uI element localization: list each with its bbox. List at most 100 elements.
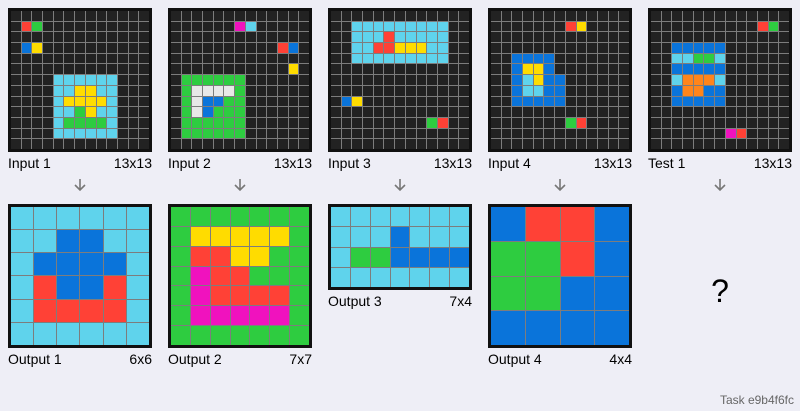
grid-cell <box>693 64 704 75</box>
grid-cell <box>544 53 555 64</box>
grid-cell <box>363 53 373 64</box>
grid-cell <box>21 21 32 32</box>
grid-cell <box>267 53 277 64</box>
grid-cell <box>96 64 107 75</box>
grid-cell <box>80 299 103 322</box>
grid-cell <box>437 107 448 117</box>
grid-cell <box>565 139 576 149</box>
grid-cell <box>491 207 525 241</box>
input-caption-size: 13x13 <box>113 155 152 171</box>
grid-cell <box>491 21 501 32</box>
grid-cell <box>85 11 96 21</box>
input-grid <box>328 8 472 152</box>
grid-cell <box>107 11 117 21</box>
grid-cell <box>270 246 290 266</box>
grid-cell <box>704 75 715 85</box>
grid-cell <box>43 128 53 139</box>
grid-cell <box>587 43 597 53</box>
grid-cell <box>203 64 213 75</box>
test-caption: Test 1 13x13 <box>648 155 792 171</box>
grid-cell <box>250 246 270 266</box>
grid-cell <box>107 107 117 117</box>
grid-cell <box>80 207 103 230</box>
grid-cell <box>245 117 256 128</box>
grid-cell <box>501 53 512 64</box>
grid-cell <box>736 75 747 85</box>
grid-cell <box>693 85 704 96</box>
grid-cell <box>384 107 395 117</box>
grid-cell <box>672 43 683 53</box>
grid-cell <box>288 21 299 32</box>
grid-cell <box>512 21 523 32</box>
grid-cell <box>352 21 363 32</box>
grid-cell <box>53 128 64 139</box>
grid-cell <box>11 96 21 107</box>
grid-cell <box>250 306 270 326</box>
grid-cell <box>608 64 619 75</box>
grid-cell <box>235 117 245 128</box>
grid-cell <box>416 64 427 75</box>
grid-cell <box>352 64 363 75</box>
grid-cell <box>171 117 181 128</box>
grid-cell <box>235 21 245 32</box>
grid-cell <box>277 75 288 85</box>
grid-cell <box>459 139 469 149</box>
grid-cell <box>117 85 128 96</box>
grid-cell <box>341 96 352 107</box>
grid-cell <box>210 246 230 266</box>
grid-cell <box>747 32 757 43</box>
grid-cell <box>576 85 587 96</box>
grid-cell <box>683 11 693 21</box>
grid-cell <box>395 21 405 32</box>
grid-cell <box>416 21 427 32</box>
grid-cell <box>75 128 85 139</box>
grid-cell <box>256 96 267 107</box>
grid-cell <box>533 64 544 75</box>
grid-cell <box>267 43 277 53</box>
grid-cell <box>501 139 512 149</box>
grid-cell <box>448 107 459 117</box>
output-caption-size: 7x4 <box>449 293 472 309</box>
grid-cell <box>299 128 309 139</box>
grid-cell <box>277 85 288 96</box>
grid-cell <box>171 11 181 21</box>
grid-cell <box>277 117 288 128</box>
grid-cell <box>725 11 736 21</box>
grid-cell <box>128 96 139 107</box>
grid-cell <box>523 32 533 43</box>
grid-cell <box>139 21 149 32</box>
grid-cell <box>270 266 290 286</box>
grid-cell <box>565 32 576 43</box>
grid-cell <box>43 11 53 21</box>
grid-cell <box>128 128 139 139</box>
grid-cell <box>533 32 544 43</box>
grid-cell <box>11 64 21 75</box>
grid-cell <box>213 21 224 32</box>
output-caption-title: Output 2 <box>168 351 222 367</box>
grid-cell <box>373 11 384 21</box>
grid-cell <box>715 53 725 64</box>
grid-cell <box>523 139 533 149</box>
grid-cell <box>373 53 384 64</box>
grid-cell <box>363 75 373 85</box>
grid-cell <box>523 107 533 117</box>
grid-cell <box>32 117 43 128</box>
grid-cell <box>661 128 672 139</box>
grid-cell <box>597 117 608 128</box>
grid-cell <box>405 75 416 85</box>
grid-cell <box>619 21 629 32</box>
grid-cell <box>416 11 427 21</box>
grid-cell <box>683 96 693 107</box>
grid-cell <box>53 21 64 32</box>
output-caption-title: Output 1 <box>8 351 62 367</box>
grid-cell <box>299 85 309 96</box>
grid-cell <box>64 21 75 32</box>
grid-cell <box>525 311 560 345</box>
grid-cell <box>757 75 768 85</box>
grid-cell <box>128 43 139 53</box>
grid-cell <box>290 306 309 326</box>
grid-cell <box>213 53 224 64</box>
grid-cell <box>683 139 693 149</box>
grid-cell <box>683 53 693 64</box>
grid-cell <box>277 43 288 53</box>
